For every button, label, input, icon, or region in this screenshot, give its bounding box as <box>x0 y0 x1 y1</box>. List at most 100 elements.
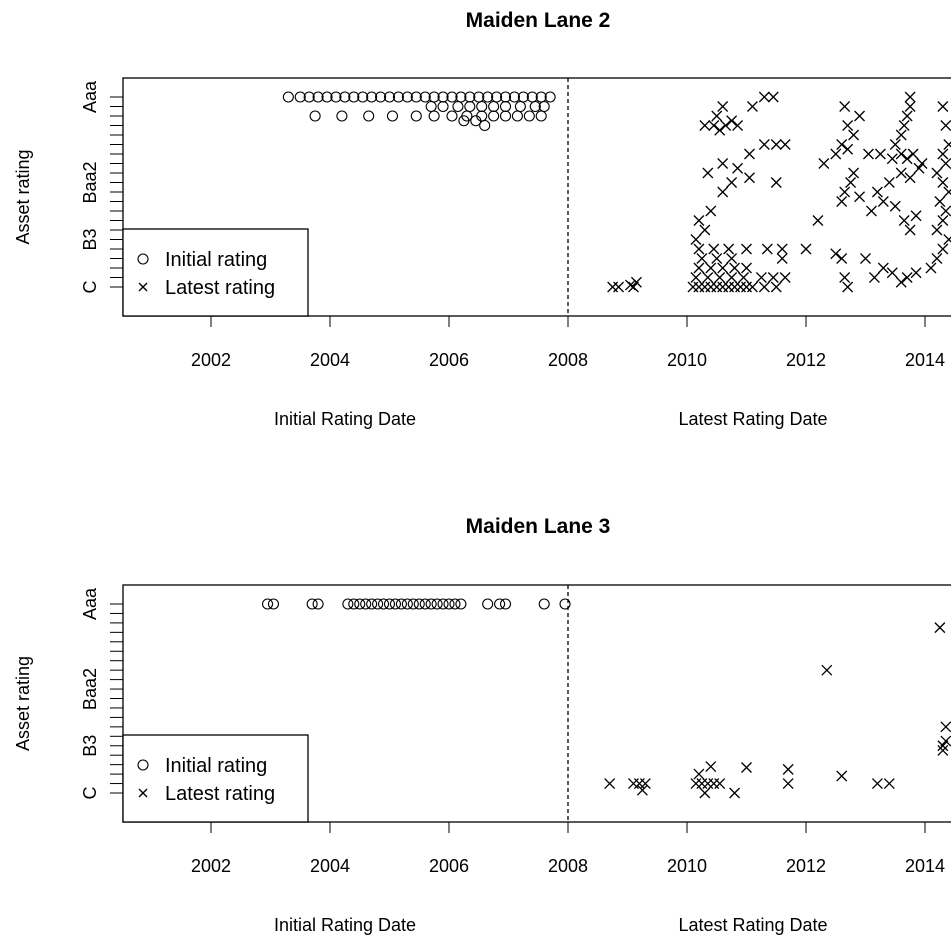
latest-rating-point <box>744 172 755 184</box>
x-mark-stroke <box>830 248 842 260</box>
initial-rating-point <box>383 91 396 103</box>
x-mark-stroke <box>714 778 726 790</box>
x-mark-stroke <box>877 196 889 207</box>
legend: Initial rating Latest rating <box>122 734 309 823</box>
legend-x-icon <box>138 788 148 798</box>
x-mark-stroke <box>812 215 824 226</box>
x-mark-stroke <box>895 129 907 141</box>
latest-rating-point <box>934 196 946 207</box>
x-mark-stroke <box>931 224 943 236</box>
y-tick-label: B3 <box>80 735 100 757</box>
x-mark-stroke <box>836 253 848 264</box>
x-tick-label: 2010 <box>667 350 707 370</box>
latest-rating-point <box>839 272 851 283</box>
initial-rating-point <box>499 100 512 113</box>
initial-rating-point <box>375 91 387 103</box>
x-mark-stroke <box>726 115 738 127</box>
latest-rating-point <box>705 281 717 293</box>
x-tick-label: 2002 <box>191 856 231 876</box>
latest-rating-point <box>767 272 779 283</box>
initial-rating-point <box>419 598 431 610</box>
latest-rating-point <box>854 110 866 122</box>
latest-rating-point <box>696 778 708 790</box>
latest-rating-point <box>940 735 951 747</box>
latest-rating-point <box>690 778 702 790</box>
latest-rating-point <box>830 148 842 160</box>
initial-rating-point <box>508 91 521 103</box>
x-mark-stroke <box>943 236 951 245</box>
initial-rating-point <box>401 598 413 610</box>
x-mark-stroke <box>839 101 851 112</box>
x-mark-stroke <box>604 778 616 790</box>
x-mark-stroke <box>630 276 642 288</box>
latest-rating-point <box>904 224 916 236</box>
initial-rating-point <box>482 598 494 610</box>
initial-rating-point <box>336 110 348 122</box>
latest-rating-point <box>883 778 895 790</box>
latest-rating-point <box>901 153 913 165</box>
initial-rating-point <box>443 598 455 610</box>
latest-rating-point <box>901 272 913 283</box>
latest-rating-point <box>943 234 951 245</box>
latest-rating-point <box>895 276 907 288</box>
x-mark-stroke <box>940 735 951 747</box>
x-mark-stroke <box>818 158 830 169</box>
latest-rating-point <box>883 177 895 188</box>
initial-rating-point <box>488 100 500 113</box>
latest-rating-point <box>604 778 616 790</box>
latest-rating-point <box>863 148 874 160</box>
latest-rating-point <box>758 281 770 293</box>
initial-rating-point <box>437 100 449 113</box>
x-mark-stroke <box>937 177 949 188</box>
latest-rating-point <box>836 253 848 264</box>
x-mark-stroke <box>898 215 910 226</box>
legend-box <box>122 228 309 317</box>
latest-rating-point <box>836 139 848 150</box>
x-mark-stroke <box>904 224 916 236</box>
initial-rating-point <box>488 110 500 122</box>
initial-rating-point <box>538 598 550 610</box>
x-mark-stroke <box>940 120 951 131</box>
latest-rating-point <box>726 253 738 264</box>
latest-rating-point <box>910 267 922 279</box>
x-mark-stroke <box>726 177 738 188</box>
initial-rating-point <box>363 110 375 122</box>
latest-rating-point <box>770 177 782 188</box>
latest-rating-point <box>711 281 723 293</box>
latest-rating-point <box>714 778 726 790</box>
x-mark-stroke <box>741 762 752 773</box>
latest-rating-point <box>842 281 854 293</box>
latest-rating-point <box>860 253 871 264</box>
initial-rating-point <box>342 598 354 610</box>
x-mark-stroke <box>782 778 794 790</box>
x-mark-stroke <box>738 272 749 283</box>
initial-rating-point <box>455 598 467 610</box>
chart-title: Maiden Lane 3 <box>466 515 611 538</box>
x-mark-stroke <box>931 253 943 264</box>
x-mark-stroke <box>883 177 895 188</box>
latest-rating-point <box>729 281 741 293</box>
latest-rating-point <box>886 267 898 279</box>
legend-circle-icon <box>137 253 149 265</box>
initial-rating-point <box>425 100 437 113</box>
x-mark-stroke <box>690 234 702 245</box>
latest-rating-point <box>717 186 729 198</box>
x-mark-stroke <box>937 745 949 756</box>
legend-label-initial: Initial rating <box>165 755 267 777</box>
initial-rating-point <box>458 115 470 127</box>
x-mark-stroke <box>705 205 717 217</box>
initial-rating-point <box>410 110 422 122</box>
y-tick-label: C <box>80 787 100 800</box>
x-mark-stroke <box>717 158 729 169</box>
latest-rating-point <box>705 761 717 772</box>
latest-rating-point <box>812 215 824 226</box>
latest-rating-point <box>708 120 720 131</box>
latest-rating-point <box>931 253 943 264</box>
x-tick-label: 2014 <box>905 350 945 370</box>
initial-rating-point <box>419 91 431 103</box>
latest-rating-point <box>889 139 901 150</box>
initial-rating-point <box>354 598 366 610</box>
x-mark-stroke <box>767 91 779 103</box>
x-mark-stroke <box>871 186 883 198</box>
latest-rating-point <box>907 148 919 160</box>
